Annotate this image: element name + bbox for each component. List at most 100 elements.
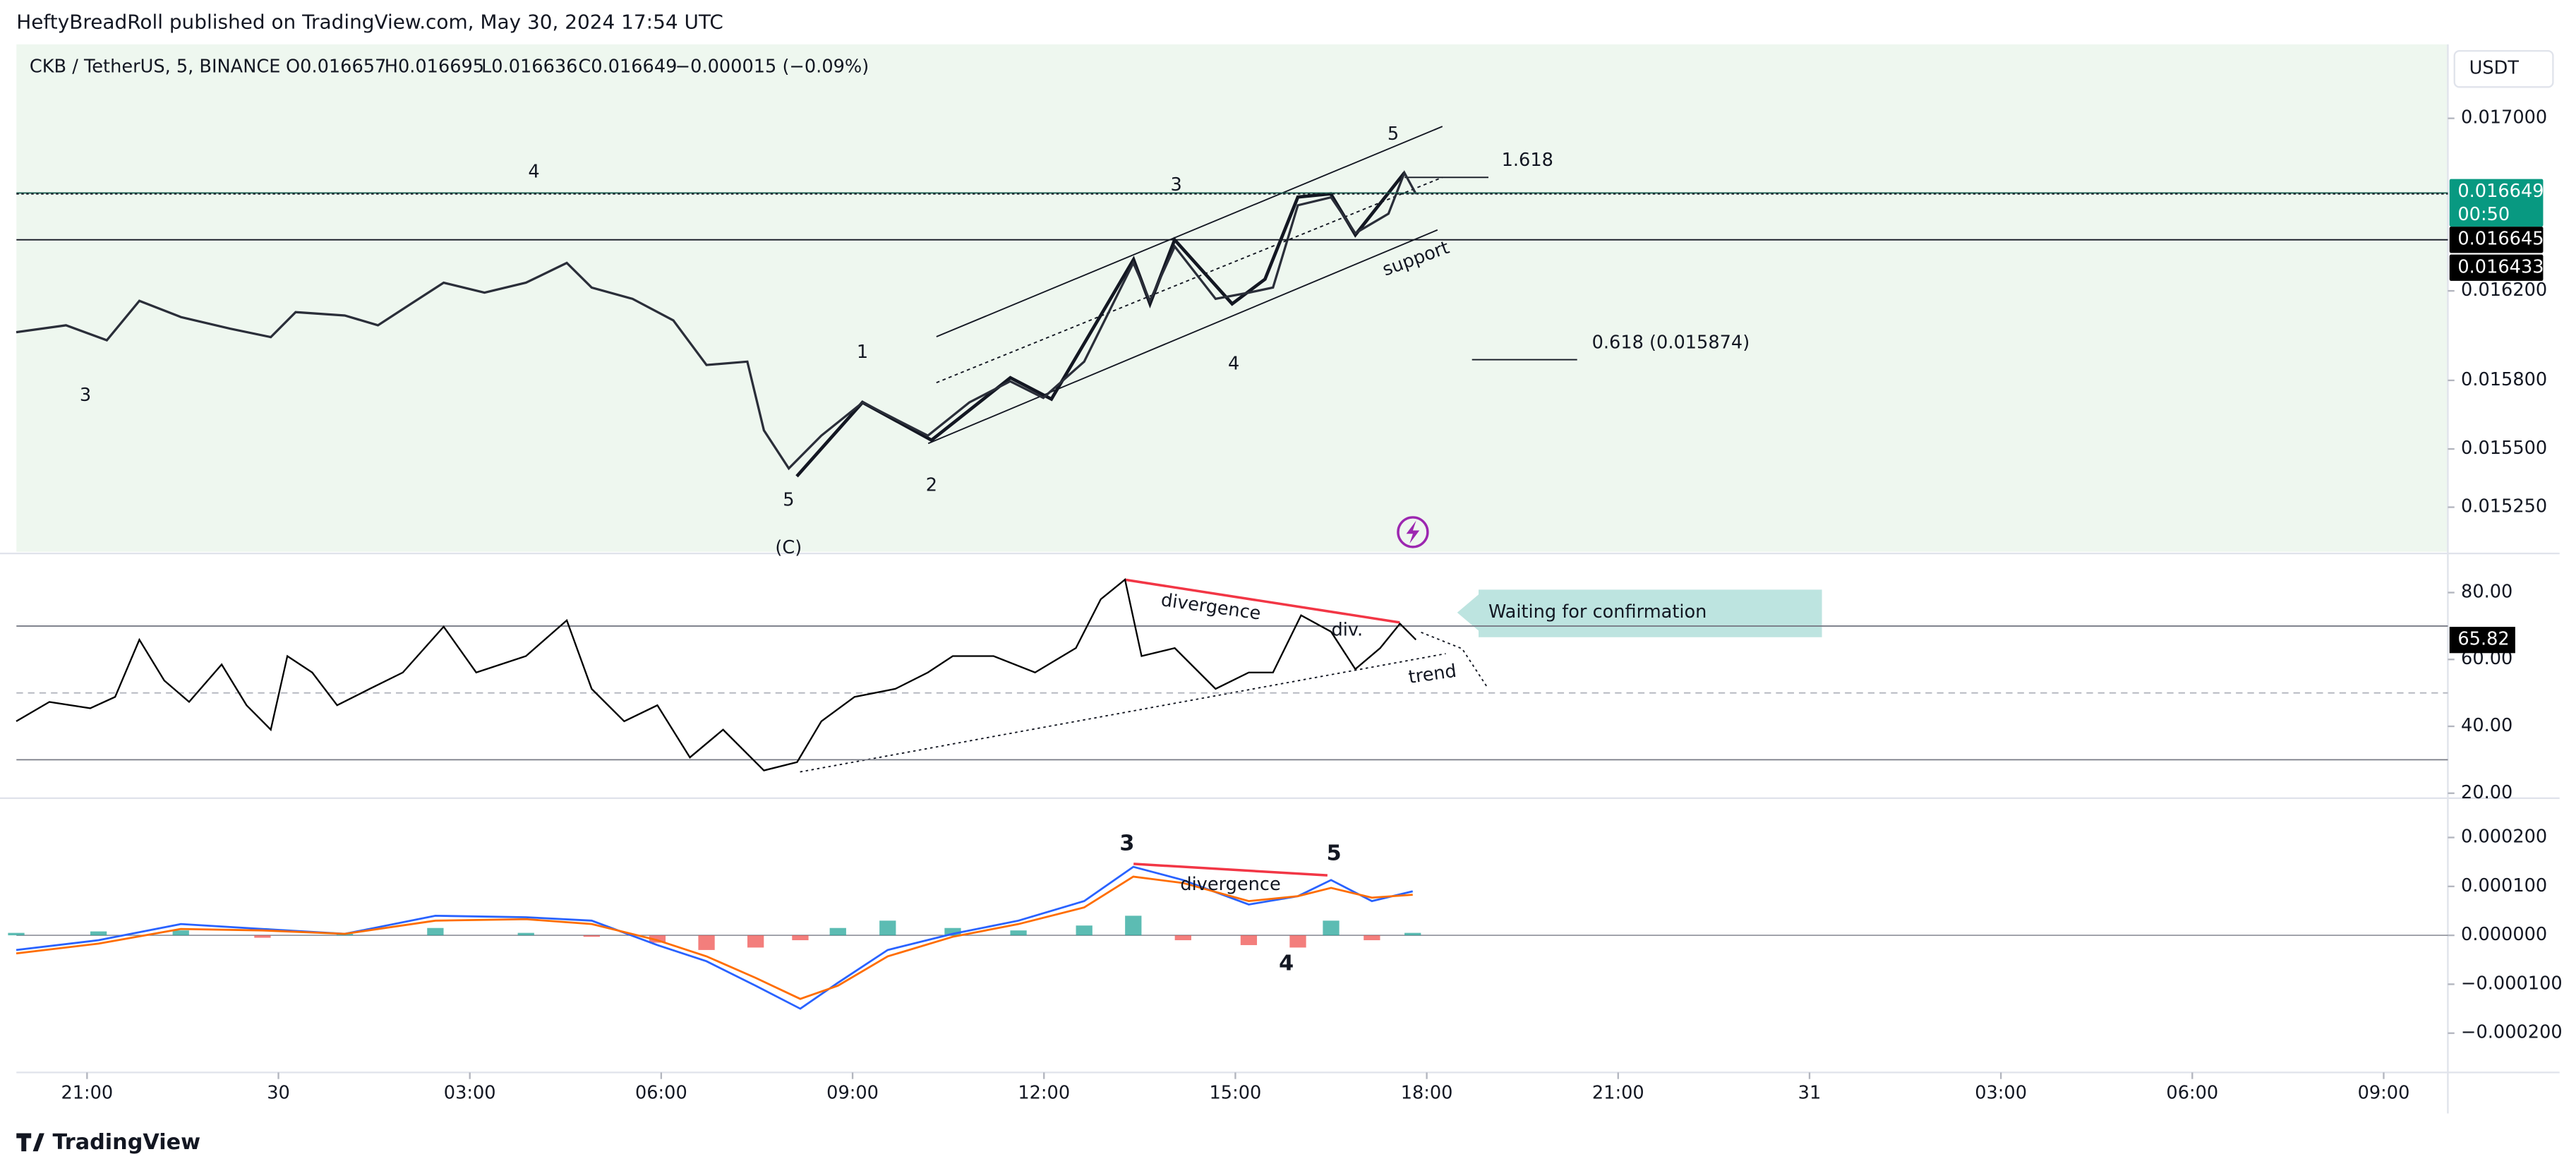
y-tick-label: 0.000100	[2461, 875, 2547, 896]
y-tick-label: 20.00	[2461, 782, 2512, 803]
annotation: 0.618 (0.015874)	[1592, 332, 1750, 353]
ohlc-low: L0.016636	[481, 56, 577, 77]
ohlc-high: H0.016695	[385, 56, 484, 77]
histogram-bar	[427, 927, 444, 936]
histogram-bar	[649, 935, 666, 943]
price-label: 0.016433	[2457, 256, 2544, 277]
channel-lower	[927, 229, 1438, 445]
y-tick-label: 0.000200	[2461, 827, 2547, 848]
annotation: 3	[80, 385, 91, 406]
x-tick-label: 09:00	[826, 1083, 879, 1104]
x-tick-label: 12:00	[1018, 1083, 1070, 1104]
footer-brand: TradingView	[52, 1130, 200, 1155]
annotation: 4	[1228, 354, 1239, 375]
y-tick-label: 0.000000	[2461, 924, 2547, 945]
y-tick-label: 0.015800	[2461, 369, 2547, 390]
y-tick-label: 0.017000	[2461, 107, 2547, 128]
annotation: (C)	[775, 537, 802, 558]
annotation: trend	[1407, 661, 1458, 688]
histogram-bar	[1364, 935, 1380, 941]
x-tick-label: 03:00	[444, 1083, 496, 1104]
histogram-bar	[1174, 935, 1191, 941]
histogram-bar	[1125, 915, 1142, 936]
histogram-bar	[517, 932, 534, 936]
histogram-bar	[747, 935, 764, 948]
annotation: 5	[1327, 841, 1342, 865]
annotation: 5	[783, 490, 794, 511]
annotation: 2	[926, 475, 937, 496]
x-tick-label: 31	[1798, 1083, 1822, 1104]
price-label: 0.016649	[2457, 181, 2544, 202]
y-tick-label: 40.00	[2461, 715, 2512, 736]
annotation: 3	[1119, 831, 1134, 855]
histogram-bar	[1010, 930, 1027, 936]
histogram-bar	[1076, 925, 1093, 936]
histogram-bar	[792, 935, 809, 941]
annotation: divergence	[1160, 589, 1262, 625]
y-tick-label: −0.000100	[2461, 973, 2563, 994]
annotation: 3	[1171, 174, 1182, 196]
ohlc-change: −0.000015 (−0.09%)	[675, 56, 869, 77]
histogram-bar	[583, 935, 600, 937]
annotation: 5	[1388, 124, 1399, 145]
histogram-bar	[90, 931, 107, 936]
price-label-box	[2449, 179, 2544, 227]
channel-mid	[936, 176, 1443, 384]
rsi-divergence	[1125, 578, 1400, 624]
axis-unit: USDT	[2469, 58, 2520, 79]
rsi-trend	[800, 653, 1446, 773]
histogram-bar	[829, 927, 846, 936]
countdown: 00:50	[2457, 204, 2510, 225]
price-label-box	[2449, 254, 2544, 281]
x-tick-label: 15:00	[1210, 1083, 1262, 1104]
x-tick-label: 06:00	[2166, 1083, 2218, 1104]
price-pane	[16, 44, 2448, 552]
histogram-bar	[879, 920, 896, 936]
rsi-label: 65.82	[2457, 629, 2509, 650]
histogram-bar	[254, 935, 271, 938]
alert-icon[interactable]	[1397, 516, 1429, 548]
alert-bolt	[1406, 520, 1420, 544]
callout	[1457, 589, 1822, 637]
macd-line	[16, 875, 1413, 1000]
price-label: 0.016645	[2457, 229, 2544, 250]
annotation: 4	[528, 161, 539, 182]
x-tick-label: 18:00	[1401, 1083, 1453, 1104]
ohlc-open: O0.016657	[286, 56, 386, 77]
histogram-bar	[172, 930, 189, 936]
x-tick-label: 21:00	[61, 1083, 113, 1104]
annotation: 1.618	[1502, 150, 1553, 171]
histogram-bar	[1240, 935, 1258, 945]
x-tick-label: 21:00	[1592, 1083, 1644, 1104]
x-tick-label: 30	[267, 1083, 290, 1104]
y-tick-label: 80.00	[2461, 582, 2512, 603]
price-label-box	[2449, 227, 2544, 253]
y-tick-label: −0.000200	[2461, 1022, 2563, 1043]
unit-box[interactable]	[2453, 49, 2554, 88]
histogram-bar	[8, 932, 25, 936]
annotation: 4	[1279, 951, 1294, 975]
x-tick-label: 03:00	[1975, 1083, 2027, 1104]
x-tick-label: 09:00	[2358, 1083, 2410, 1104]
y-tick-label: 0.016200	[2461, 280, 2547, 301]
x-tick-label: 06:00	[635, 1083, 687, 1104]
histogram-bar	[698, 935, 715, 950]
y-tick-label: 0.015250	[2461, 496, 2547, 517]
histogram-bar	[1404, 932, 1421, 936]
histogram-bar	[1323, 920, 1340, 936]
annotation: 1	[857, 342, 868, 363]
y-tick-label: 0.015500	[2461, 438, 2547, 459]
macd-divergence	[1133, 863, 1328, 877]
rsi-line	[16, 577, 1417, 771]
annotation: Waiting for confirmation	[1488, 601, 1707, 623]
price-line	[16, 170, 1417, 471]
annotation: divergence	[1180, 874, 1280, 895]
ohlc-close: C0.016649	[578, 56, 677, 77]
channel-upper	[936, 126, 1443, 337]
rsi-label-box	[2449, 627, 2515, 654]
publisher: HeftyBreadRoll published on TradingView.…	[16, 11, 723, 34]
histogram-bar	[944, 927, 961, 936]
annotation: div.	[1331, 619, 1363, 640]
